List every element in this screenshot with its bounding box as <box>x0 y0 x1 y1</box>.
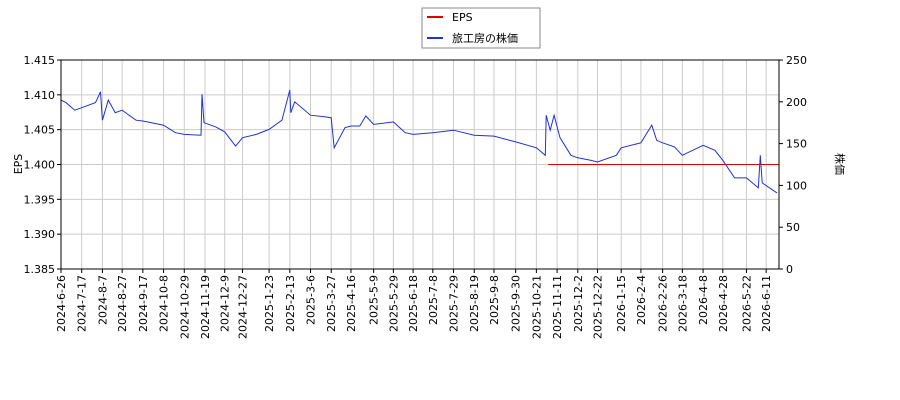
y2-tick-label: 150 <box>786 138 807 151</box>
x-tick-label: 2025-12-2 <box>572 275 585 332</box>
y2-tick-label: 200 <box>786 96 807 109</box>
x-tick-label: 2025-4-16 <box>345 275 358 332</box>
x-tick-label: 2024-12-27 <box>236 275 249 339</box>
y-tick-label: 1.395 <box>24 193 56 206</box>
x-tick-label: 2024-10-8 <box>158 275 171 332</box>
x-tick-label: 2025-11-11 <box>551 275 564 339</box>
x-tick-label: 2025-7-29 <box>448 275 461 332</box>
y-axis-label: EPS <box>12 154 25 175</box>
x-tick-label: 2025-8-19 <box>468 275 481 332</box>
x-tick-label: 2025-7-8 <box>427 275 440 325</box>
y-tick-label: 1.385 <box>24 263 56 276</box>
x-tick-label: 2026-2-26 <box>657 275 670 332</box>
legend-label: 旅工房の株価 <box>452 31 518 45</box>
x-tick-label: 2024-11-19 <box>199 275 212 339</box>
y2-axis-label: 株価 <box>833 153 847 175</box>
x-tick-label: 2025-6-18 <box>407 275 420 332</box>
legend-label: EPS <box>452 11 473 24</box>
x-tick-label: 2025-12-22 <box>592 275 605 339</box>
x-tick-label: 2025-5-9 <box>368 275 381 325</box>
x-tick-label: 2024-7-17 <box>76 275 89 332</box>
y2-tick-label: 250 <box>786 54 807 67</box>
x-tick-label: 2025-9-30 <box>510 275 523 332</box>
x-tick-label: 2025-3-27 <box>325 275 338 332</box>
x-tick-label: 2026-2-4 <box>635 275 648 325</box>
x-tick-label: 2026-1-15 <box>615 275 628 332</box>
x-tick-label: 2024-12-9 <box>219 275 232 332</box>
x-tick-label: 2026-3-18 <box>676 275 689 332</box>
x-tick-label: 2026-5-22 <box>740 275 753 332</box>
x-tick-label: 2026-4-8 <box>697 275 710 325</box>
x-tick-label: 2025-3-6 <box>305 275 318 325</box>
x-tick-label: 2025-10-21 <box>530 275 543 339</box>
series-line <box>60 89 778 194</box>
x-tick-label: 2025-5-29 <box>387 275 400 332</box>
y2-tick-label: 0 <box>786 263 793 276</box>
x-tick-label: 2024-8-27 <box>116 275 129 332</box>
legend <box>421 7 541 49</box>
y-tick-label: 1.400 <box>24 159 56 172</box>
x-tick-label: 2026-4-28 <box>717 275 730 332</box>
x-tick-label: 2024-10-29 <box>178 275 191 339</box>
y2-tick-label: 50 <box>786 221 800 234</box>
y2-tick-label: 100 <box>786 179 807 192</box>
y-tick-label: 1.390 <box>24 228 56 241</box>
x-tick-label: 2024-8-7 <box>96 275 109 325</box>
y-tick-label: 1.415 <box>24 54 56 67</box>
x-tick-label: 2026-6-11 <box>760 275 773 332</box>
y-tick-label: 1.405 <box>24 124 56 137</box>
x-tick-label: 2024-6-26 <box>55 275 68 332</box>
y-tick-label: 1.410 <box>24 89 56 102</box>
x-tick-label: 2024-9-17 <box>137 275 150 332</box>
x-tick-label: 2025-1-23 <box>263 275 276 332</box>
x-tick-label: 2025-9-8 <box>488 275 501 325</box>
x-tick-label: 2025-2-13 <box>284 275 297 332</box>
